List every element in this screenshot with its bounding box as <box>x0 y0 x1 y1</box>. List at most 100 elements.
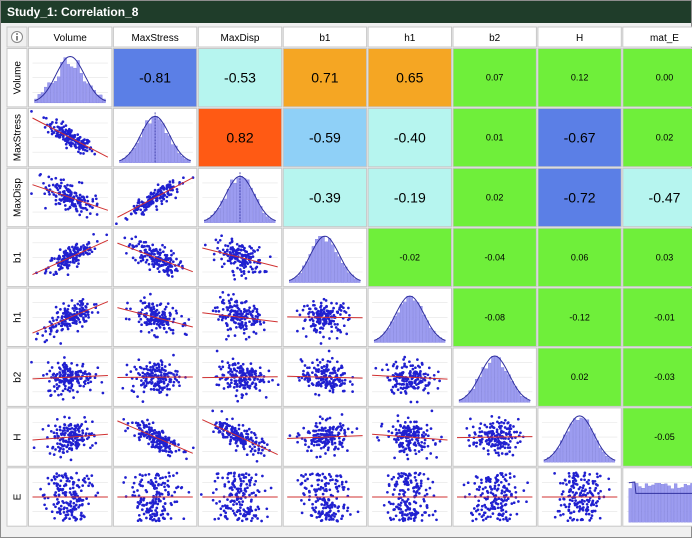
correlation-cell[interactable]: 0.01 <box>453 108 536 166</box>
scatter-plot[interactable] <box>453 468 536 526</box>
scatter-plot[interactable] <box>113 348 196 406</box>
correlation-cell[interactable]: -0.72 <box>538 168 621 226</box>
scatter-plot[interactable] <box>283 288 366 346</box>
correlation-cell[interactable]: -0.40 <box>368 108 451 166</box>
row-header[interactable]: MaxDisp <box>7 168 27 226</box>
column-header[interactable]: h1 <box>368 27 451 47</box>
correlation-cell[interactable]: -0.08 <box>453 288 536 346</box>
correlation-cell[interactable]: 0.03 <box>623 228 692 286</box>
correlation-value: 0.82 <box>226 130 253 146</box>
column-header[interactable]: b2 <box>453 27 536 47</box>
correlation-cell[interactable]: -0.53 <box>198 49 281 107</box>
scatter-plot[interactable] <box>198 288 281 346</box>
correlation-cell[interactable]: -0.04 <box>453 228 536 286</box>
scatter-plot[interactable] <box>368 348 451 406</box>
scatter-plot[interactable] <box>29 348 112 406</box>
scatter-plot[interactable] <box>29 288 112 346</box>
correlation-cell[interactable]: -0.03 <box>623 348 692 406</box>
correlation-cell[interactable]: 0.06 <box>538 228 621 286</box>
scatter-plot[interactable] <box>538 468 621 526</box>
scatter-plot[interactable] <box>113 288 196 346</box>
row-header[interactable]: E <box>7 468 27 526</box>
scatter-plot[interactable] <box>198 408 281 466</box>
scatter-plot[interactable] <box>283 468 366 526</box>
histogram-plot[interactable] <box>198 168 281 226</box>
correlation-cell[interactable]: -0.12 <box>538 288 621 346</box>
correlation-value: 0.02 <box>656 133 674 143</box>
correlation-cell[interactable]: 0.02 <box>453 168 536 226</box>
correlation-cell[interactable]: 0.00 <box>623 49 692 107</box>
correlation-cell[interactable]: 0.07 <box>453 49 536 107</box>
row-header[interactable]: h1 <box>7 288 27 346</box>
correlation-value: -0.05 <box>654 432 675 442</box>
scatter-plot[interactable] <box>113 228 196 286</box>
scatter-plot[interactable] <box>29 228 112 286</box>
row-header[interactable]: b1 <box>7 228 27 286</box>
column-header[interactable]: MaxStress <box>113 27 196 47</box>
correlation-cell[interactable]: -0.05 <box>623 408 692 466</box>
scatter-plot[interactable] <box>29 408 112 466</box>
column-header[interactable]: Volume <box>29 27 112 47</box>
scatter-plot[interactable] <box>198 228 281 286</box>
correlation-value: 0.02 <box>571 372 589 382</box>
column-header[interactable]: mat_E <box>623 27 692 47</box>
histogram-plot[interactable] <box>113 108 196 166</box>
scatter-plot[interactable] <box>283 348 366 406</box>
correlation-value: -0.59 <box>309 130 341 146</box>
correlation-cell[interactable]: 0.02 <box>538 348 621 406</box>
correlation-cell[interactable]: 0.12 <box>538 49 621 107</box>
row-header-label: b2 <box>13 371 24 383</box>
histogram-plot[interactable] <box>623 468 692 526</box>
row-header-label: Volume <box>13 61 24 95</box>
correlation-cell[interactable]: 0.82 <box>198 108 281 166</box>
scatter-plot[interactable] <box>29 168 112 226</box>
correlation-value: 0.06 <box>571 252 589 262</box>
correlation-cell[interactable]: -0.19 <box>368 168 451 226</box>
correlation-cell[interactable]: 0.65 <box>368 49 451 107</box>
correlation-value: -0.67 <box>564 130 596 146</box>
info-icon[interactable] <box>7 27 27 47</box>
scatter-plot[interactable] <box>29 468 112 526</box>
scatter-plot[interactable] <box>283 408 366 466</box>
row-header[interactable]: b2 <box>7 348 27 406</box>
column-header-label: h1 <box>404 33 416 44</box>
scatter-plot[interactable] <box>198 348 281 406</box>
scatter-plot[interactable] <box>198 468 281 526</box>
column-header-label: Volume <box>54 33 88 44</box>
histogram-plot[interactable] <box>538 408 621 466</box>
scatter-plot[interactable] <box>368 408 451 466</box>
correlation-cell[interactable]: -0.47 <box>623 168 692 226</box>
row-header[interactable]: MaxStress <box>7 108 27 166</box>
correlation-cell[interactable]: -0.39 <box>283 168 366 226</box>
scatter-plot[interactable] <box>368 468 451 526</box>
scatter-plot[interactable] <box>113 408 196 466</box>
scatter-plot[interactable] <box>29 108 112 166</box>
scatter-plot[interactable] <box>453 408 536 466</box>
column-header[interactable]: MaxDisp <box>198 27 281 47</box>
correlation-cell[interactable]: 0.02 <box>623 108 692 166</box>
column-header[interactable]: H <box>538 27 621 47</box>
histogram-plot[interactable] <box>453 348 536 406</box>
scatter-plot[interactable] <box>113 468 196 526</box>
row-header-label: b1 <box>13 251 24 263</box>
row-header[interactable]: Volume <box>7 49 27 107</box>
correlation-cell[interactable]: -0.67 <box>538 108 621 166</box>
correlation-value: -0.02 <box>400 252 421 262</box>
row-header[interactable]: H <box>7 408 27 466</box>
correlation-cell[interactable]: 0.71 <box>283 49 366 107</box>
correlation-value: -0.40 <box>394 130 426 146</box>
correlation-value: -0.04 <box>484 252 505 262</box>
correlation-cell[interactable]: -0.01 <box>623 288 692 346</box>
correlation-value: 0.03 <box>656 252 674 262</box>
correlation-cell[interactable]: -0.02 <box>368 228 451 286</box>
scatter-plot[interactable] <box>113 168 196 226</box>
correlation-value: -0.19 <box>394 190 426 206</box>
correlation-cell[interactable]: -0.59 <box>283 108 366 166</box>
histogram-plot[interactable] <box>368 288 451 346</box>
histogram-plot[interactable] <box>283 228 366 286</box>
histogram-plot[interactable] <box>29 49 112 107</box>
column-header-label: b2 <box>489 33 501 44</box>
column-header[interactable]: b1 <box>283 27 366 47</box>
correlation-cell[interactable]: -0.81 <box>113 49 196 107</box>
correlation-value: -0.81 <box>139 70 171 86</box>
